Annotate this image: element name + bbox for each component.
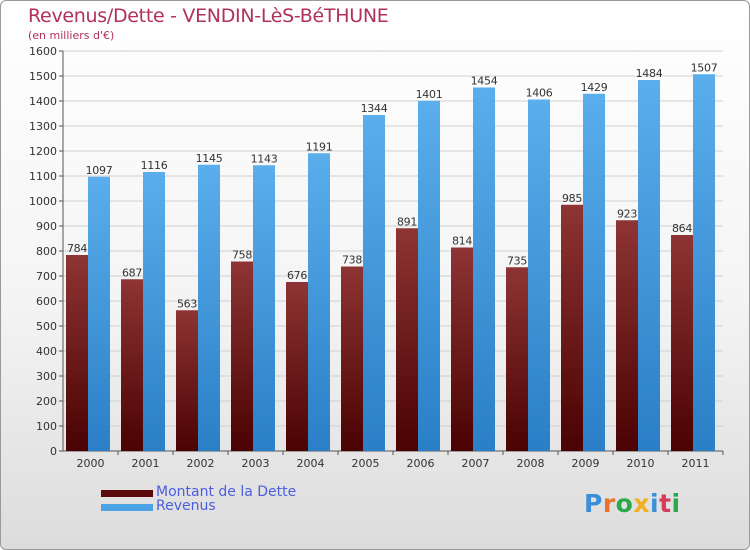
bar-dette	[121, 279, 143, 451]
logo-letter: i	[671, 489, 681, 518]
bar-revenus	[583, 93, 605, 451]
proxiti-logo: Proxiti	[584, 489, 681, 518]
bar-dette	[396, 228, 418, 451]
x-tick-label: 2008	[517, 457, 545, 470]
x-tick-label: 2006	[407, 457, 435, 470]
data-label-revenus: 1401	[416, 88, 443, 101]
chart-subtitle: (en milliers d'€)	[28, 29, 115, 42]
legend-label-revenus: Revenus	[156, 498, 216, 514]
y-tick-label: 600	[36, 295, 57, 308]
data-label-revenus: 1507	[691, 61, 718, 74]
y-tick-label: 1300	[29, 120, 57, 133]
data-label-revenus: 1454	[471, 75, 498, 88]
bar-dette	[286, 282, 308, 451]
bar-dette	[66, 255, 88, 451]
x-tick-label: 2009	[572, 457, 600, 470]
y-tick-label: 500	[36, 320, 57, 333]
data-label-dette: 923	[617, 207, 637, 220]
x-tick-label: 2010	[627, 457, 655, 470]
y-tick-label: 800	[36, 245, 57, 258]
bar-revenus	[363, 115, 385, 451]
y-tick-label: 700	[36, 270, 57, 283]
legend-swatch-revenus	[101, 504, 153, 511]
bar-revenus	[473, 87, 495, 451]
data-label-revenus: 1484	[636, 67, 663, 80]
y-tick-label: 0	[50, 445, 57, 458]
logo-letter: r	[602, 489, 616, 518]
logo-letter: i	[650, 489, 660, 518]
legend-swatch-dette	[101, 490, 153, 497]
bar-dette	[176, 310, 198, 451]
y-tick-label: 1600	[29, 45, 57, 58]
data-label-dette: 814	[452, 235, 472, 248]
bar-revenus	[638, 80, 660, 451]
x-tick-label: 2003	[242, 457, 270, 470]
data-label-dette: 687	[122, 266, 142, 279]
y-tick-label: 900	[36, 220, 57, 233]
bar-revenus	[143, 172, 165, 451]
data-label-revenus: 1143	[251, 152, 278, 165]
legend-label-dette: Montant de la Dette	[156, 484, 297, 500]
bar-dette	[616, 220, 638, 451]
data-label-revenus: 1116	[141, 159, 168, 172]
data-label-revenus: 1097	[86, 164, 113, 177]
data-label-dette: 735	[507, 254, 527, 267]
x-tick-label: 2011	[682, 457, 710, 470]
logo-letter: P	[584, 489, 603, 518]
bar-dette	[341, 266, 363, 451]
data-label-revenus: 1344	[361, 102, 388, 115]
data-label-dette: 758	[232, 249, 252, 262]
bar-revenus	[253, 165, 275, 451]
x-tick-label: 2002	[187, 457, 215, 470]
data-label-dette: 738	[342, 254, 362, 267]
bar-revenus	[88, 176, 110, 451]
bar-revenus	[308, 153, 330, 451]
bar-dette	[231, 261, 253, 451]
bar-revenus	[528, 99, 550, 451]
y-tick-label: 300	[36, 370, 57, 383]
bar-dette	[506, 267, 528, 451]
data-label-dette: 784	[67, 242, 87, 255]
bar-revenus	[198, 164, 220, 451]
data-label-dette: 563	[177, 297, 197, 310]
data-label-dette: 891	[397, 215, 417, 228]
bar-revenus	[418, 100, 440, 451]
data-label-revenus: 1406	[526, 87, 553, 100]
y-tick-label: 100	[36, 420, 57, 433]
bar-dette	[671, 235, 693, 451]
x-tick-label: 2007	[462, 457, 490, 470]
y-tick-label: 1400	[29, 95, 57, 108]
x-tick-label: 2005	[352, 457, 380, 470]
chart-title: Revenus/Dette - VENDIN-LèS-BéTHUNE	[28, 5, 389, 27]
x-tick-label: 2000	[77, 457, 105, 470]
y-tick-label: 200	[36, 395, 57, 408]
data-label-revenus: 1191	[306, 140, 333, 153]
x-tick-label: 2001	[132, 457, 160, 470]
logo-letter: t	[659, 489, 672, 518]
y-tick-label: 400	[36, 345, 57, 358]
y-tick-label: 1000	[29, 195, 57, 208]
data-label-dette: 864	[672, 222, 692, 235]
y-tick-label: 1100	[29, 170, 57, 183]
logo-letter: x	[633, 489, 650, 518]
data-label-dette: 676	[287, 269, 307, 282]
bar-revenus	[693, 74, 715, 451]
y-tick-label: 1500	[29, 70, 57, 83]
bar-dette	[451, 247, 473, 451]
logo-letter: o	[615, 489, 634, 518]
y-tick-label: 1200	[29, 145, 57, 158]
data-label-dette: 985	[562, 192, 582, 205]
bar-dette	[561, 204, 583, 451]
data-label-revenus: 1145	[196, 152, 223, 165]
data-label-revenus: 1429	[581, 81, 608, 94]
x-tick-label: 2004	[297, 457, 325, 470]
